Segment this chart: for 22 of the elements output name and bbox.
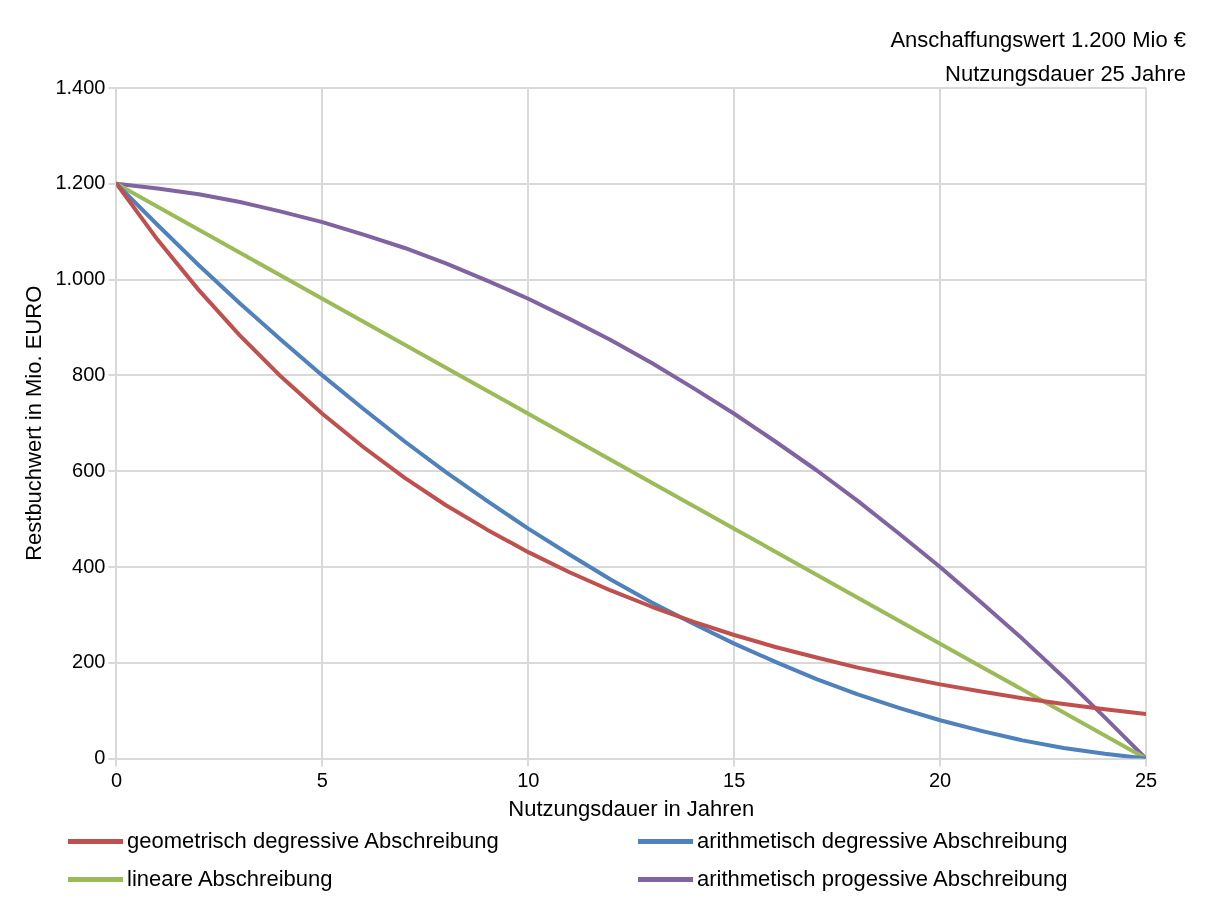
y-tick-label: 400 <box>72 554 106 577</box>
y-tick-label: 1.200 <box>55 171 106 194</box>
x-tick-label: 5 <box>316 769 328 792</box>
y-tick-label: 1.400 <box>55 75 106 98</box>
y-axis-title: Restbuchwert in Mio. EURO <box>21 285 47 561</box>
x-tick-label: 15 <box>723 769 746 792</box>
legend-label: arithmetisch degressive Abschreibung <box>697 828 1068 854</box>
legend-label: lineare Abschreibung <box>127 866 333 892</box>
y-tick-label: 600 <box>72 458 106 481</box>
x-tick-label: 10 <box>517 769 540 792</box>
text: Nutzungsdauer 25 Jahre <box>945 61 1186 87</box>
y-tick-label: 800 <box>72 362 106 385</box>
text: Anschaffungswert 1.200 Mio € <box>890 27 1186 53</box>
legend-label: geometrisch degressive Abschreibung <box>127 828 499 854</box>
y-tick-label: 1.000 <box>55 267 106 290</box>
y-tick-label: 0 <box>94 746 106 769</box>
x-tick-label: 25 <box>1134 769 1158 792</box>
x-axis-title: Nutzungsdauer in Jahren <box>508 795 755 821</box>
legend-label: arithmetisch progessive Abschreibung <box>697 866 1068 892</box>
y-tick-label: 200 <box>72 650 106 673</box>
x-tick-label: 20 <box>928 769 952 792</box>
x-tick-label: 0 <box>110 769 123 792</box>
